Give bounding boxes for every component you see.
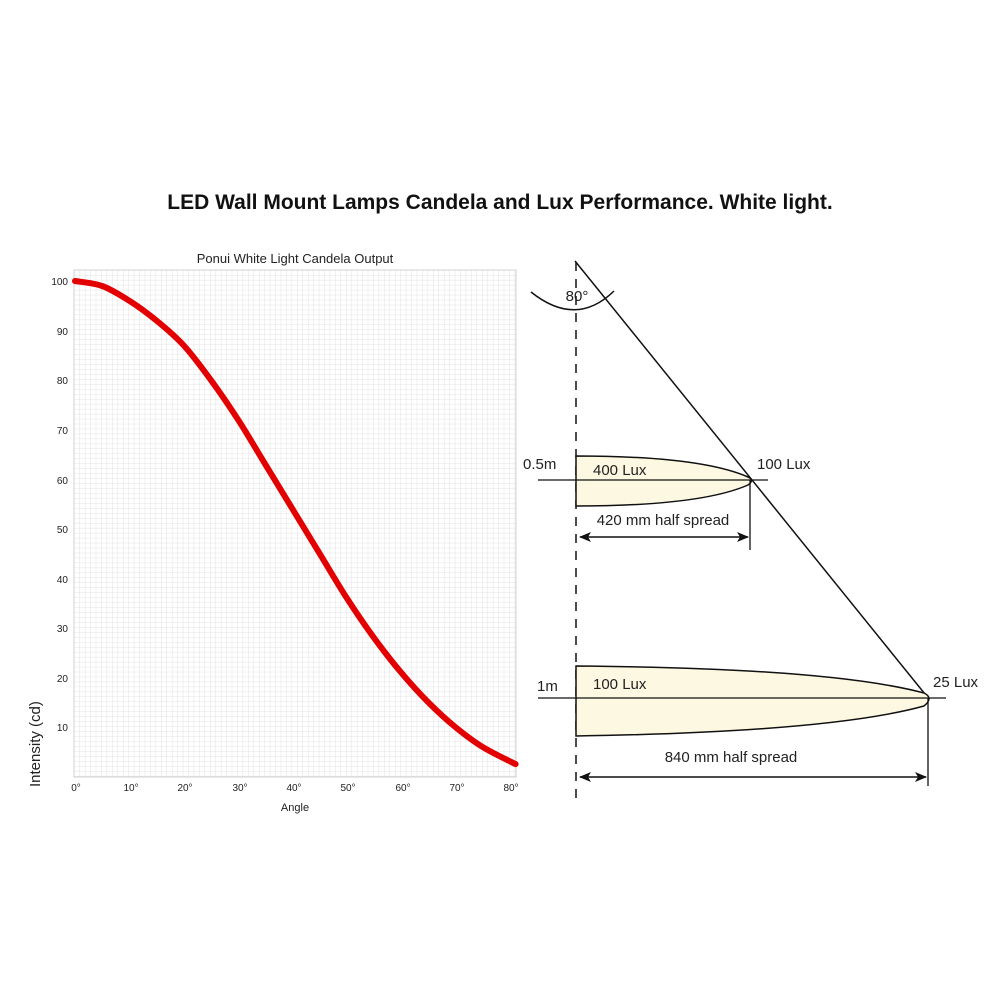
svg-text:70: 70	[57, 426, 69, 437]
svg-text:70°: 70°	[449, 783, 464, 794]
svg-text:80°: 80°	[503, 783, 518, 794]
spread-label-0.5m: 420 mm half spread	[597, 512, 730, 529]
svg-text:100: 100	[51, 277, 68, 288]
svg-text:30: 30	[57, 624, 69, 635]
svg-text:40: 40	[57, 575, 69, 586]
candela-chart: Ponui White Light Candela Output 100 90 …	[27, 251, 519, 814]
edge-lux-0.5m: 100 Lux	[757, 456, 811, 473]
svg-text:20: 20	[57, 674, 69, 685]
candela-curve	[72, 278, 519, 768]
distance-label-1m: 1m	[537, 678, 558, 695]
svg-text:90: 90	[57, 327, 69, 338]
y-axis-label: Intensity (cd)	[27, 701, 44, 787]
svg-text:60°: 60°	[395, 783, 410, 794]
level-0.5m: 0.5m 400 Lux 100 Lux 420 mm half spread	[523, 455, 811, 550]
x-axis-ticks: 0° 10° 20° 30° 40° 50° 60° 70° 80°	[71, 783, 518, 794]
illuminance-shape-1m	[575, 665, 930, 737]
chart-title: Ponui White Light Candela Output	[197, 251, 394, 266]
svg-text:50: 50	[57, 525, 69, 536]
distance-label-0.5m: 0.5m	[523, 456, 556, 473]
level-1m: 1m 100 Lux 25 Lux 840 mm half spread	[537, 665, 979, 786]
svg-text:50°: 50°	[340, 783, 355, 794]
x-axis-label: Angle	[281, 802, 309, 814]
lux-diagram: 80° 0.5m 400 Lux 100 Lux 420 mm half spr…	[523, 260, 979, 800]
center-lux-0.5m: 400 Lux	[593, 462, 647, 479]
svg-text:10: 10	[57, 723, 69, 734]
spread-label-1m: 840 mm half spread	[665, 749, 798, 766]
center-lux-1m: 100 Lux	[593, 676, 647, 693]
svg-text:0°: 0°	[71, 783, 81, 794]
beam-angle-label: 80°	[566, 288, 589, 305]
y-axis-ticks: 100 90 80 70 60 50 40 30 20 10	[51, 277, 68, 734]
page-title: LED Wall Mount Lamps Candela and Lux Per…	[167, 191, 833, 214]
svg-text:30°: 30°	[232, 783, 247, 794]
svg-text:60: 60	[57, 476, 69, 487]
svg-text:10°: 10°	[123, 783, 138, 794]
svg-text:20°: 20°	[177, 783, 192, 794]
plot-grid	[73, 269, 517, 778]
illuminance-shape-0.5m	[575, 455, 753, 507]
svg-text:80: 80	[57, 376, 69, 387]
edge-lux-1m: 25 Lux	[933, 674, 979, 691]
angle-arc	[530, 290, 615, 311]
svg-text:40°: 40°	[286, 783, 301, 794]
